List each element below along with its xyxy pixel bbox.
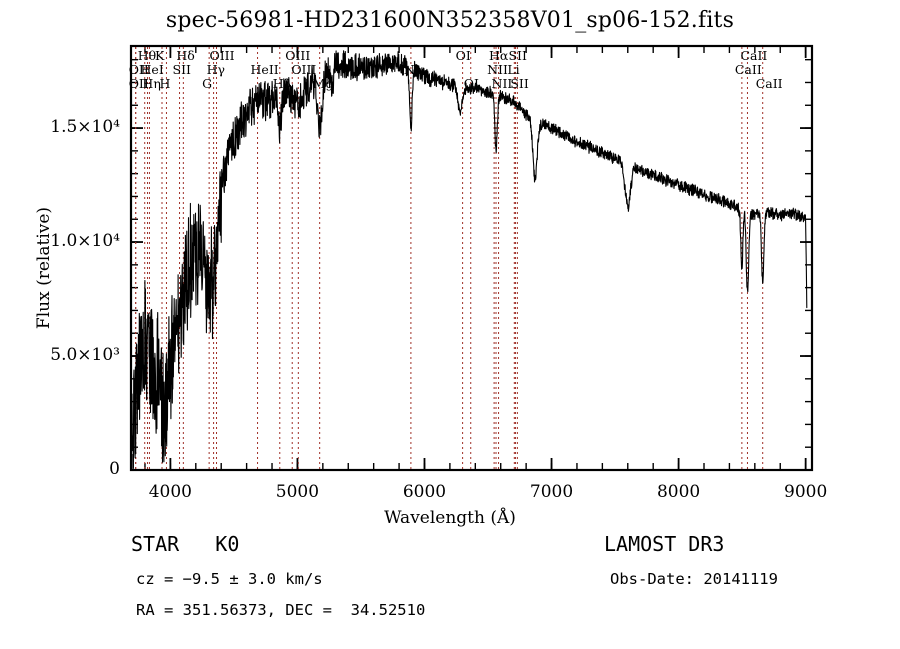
spectral-line-label: OII [128,76,149,91]
spectral-line-label: OIII [209,48,235,63]
x-axis-title: Wavelength (Å) [384,508,516,528]
spectral-line-label: Na [403,62,423,77]
figure-title: spec-56981-HD231600N352358V01_sp06-152.f… [165,8,735,33]
spectral-line-label: Li [507,62,520,77]
spectral-line-label: SII [510,76,529,91]
object-class-line: STAR K0 [131,532,240,556]
minor-ticks [131,46,812,471]
major-ticks [131,46,812,471]
spectral-line-label: HeI [140,62,164,77]
spectral-line-label: G [202,76,213,91]
x-tick-label: 9000 [784,482,828,502]
spectral-line-label: CaII [740,48,768,63]
spectral-line-markers [135,47,764,469]
spectral-line-label: Hα [489,48,509,63]
redshift-velocity: cz = −9.5 ± 3.0 km/s [136,570,323,588]
spectral-line-label: OIII [291,62,317,77]
spectral-line-label: SII [508,48,527,63]
x-tick-label: 8000 [656,482,701,502]
spectral-line-label: OI [463,76,479,91]
spectral-line-label: OIII [285,48,311,63]
x-tick-label: 4000 [148,482,192,502]
spectral-line-label: OII [128,62,149,77]
spectral-line-label: NII [491,76,513,91]
y-tick-label: 0 [109,459,120,479]
spectral-line-label: Hθ [137,48,157,63]
spectral-line-label: K [155,48,165,63]
spectral-line-label: Hδ [176,48,195,63]
y-tick-label: 1.0×10⁴ [50,231,120,252]
spectral-line-label: CaII [734,62,762,77]
y-tick-label: 1.5×10⁴ [50,117,120,138]
y-tick-label: 5.0×10³ [50,345,120,366]
plot-frame [129,44,814,472]
y-axis-title: Flux (relative) [34,206,54,330]
spectral-line-label: Hβ [272,76,291,91]
spectral-line-label: CaII [755,76,783,91]
spectral-line-label: Mg [312,76,334,91]
spectral-line-label: NII [487,62,508,77]
x-tick-label: 6000 [402,482,447,502]
spectral-line-label: OI [455,48,471,63]
survey-label: LAMOST DR3 [604,532,725,556]
spectral-line-label: Hγ [206,62,225,77]
spectral-line-label: SII [172,62,191,77]
x-tick-label: 5000 [275,482,320,502]
observation-date: Obs-Date: 20141119 [610,570,778,588]
coordinates: RA = 351.56373, DEC = 34.52510 [136,601,426,619]
spectrum-trace [131,50,808,470]
spectral-line-label: HeII [250,62,279,77]
x-tick-label: 7000 [529,482,574,502]
spectral-line-label: H [159,76,171,91]
spectral-line-label: Hη [142,76,161,91]
